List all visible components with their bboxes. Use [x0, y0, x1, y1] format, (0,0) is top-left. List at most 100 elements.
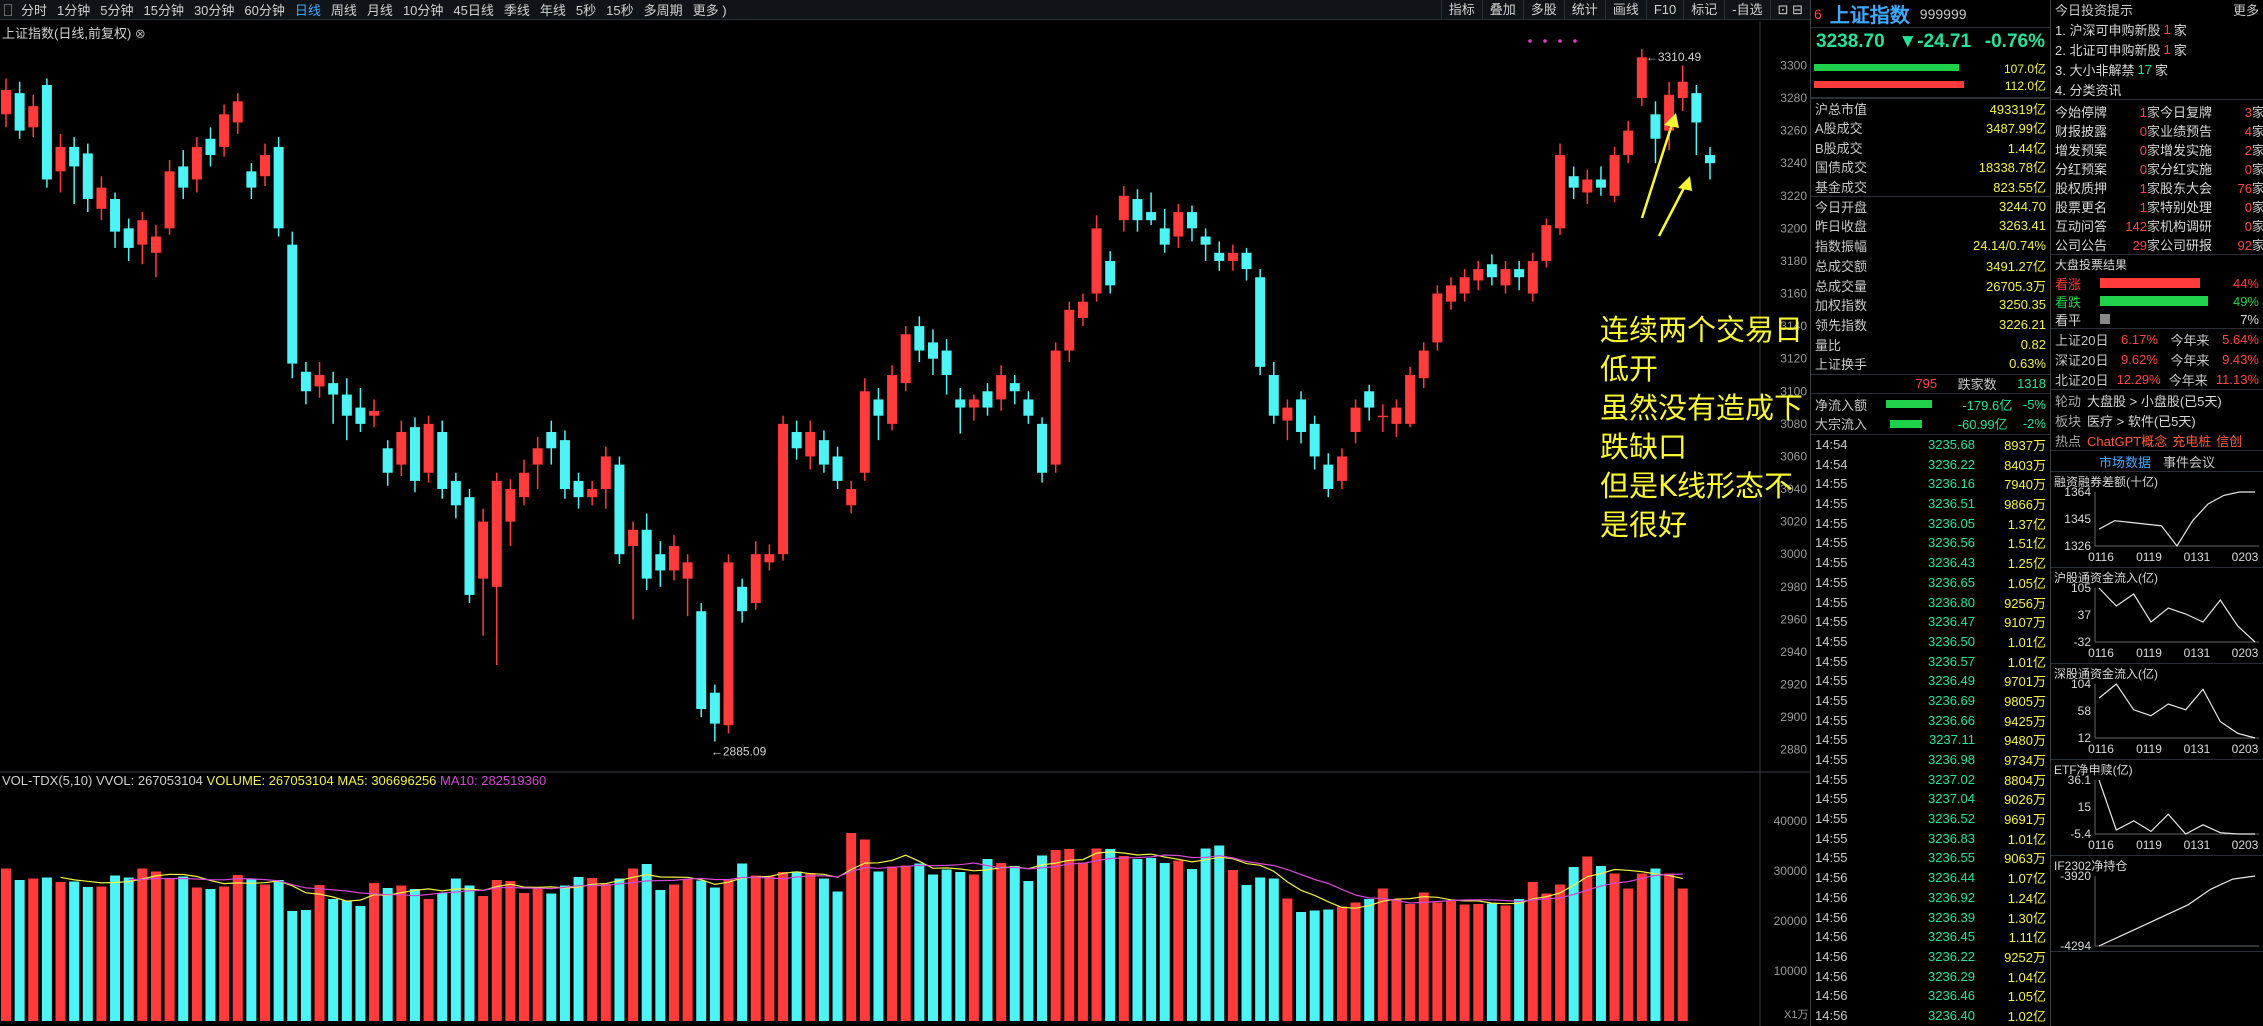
mini-xtick: 0119	[2136, 646, 2162, 660]
candle-79	[1077, 293, 1088, 327]
panel-toggle-icon[interactable]	[4, 3, 12, 16]
vol-bar-113	[1541, 893, 1552, 1021]
mini-chart-4[interactable]: IF2302净持仓 -3920 -4294	[2051, 856, 2263, 953]
toolbar-btn-4[interactable]: 画线	[1604, 0, 1646, 20]
rotation-row-1[interactable]: 板块 医疗 > 软件(已5天)	[2051, 410, 2263, 430]
close-circle-icon[interactable]: ⊗	[134, 26, 146, 41]
toolbar-btn-7[interactable]: -自选	[1724, 0, 1769, 20]
hot-topic-0[interactable]: ChatGPT概念	[2087, 433, 2168, 449]
mini-chart-3[interactable]: ETF净申赎(亿) 36.1 15 -5.4 0116 0119 0131 0203	[2051, 760, 2263, 856]
flow-pct: -5%	[2022, 396, 2046, 412]
mini-chart-1[interactable]: 沪股通资金流入(亿) 105 37 -32 0116 0119 0131 0203	[2051, 568, 2263, 664]
event-row-7[interactable]: 公司公告 29家 公司研报 92家	[2051, 235, 2263, 254]
period-tab-11[interactable]: 季线	[503, 3, 530, 18]
event-row-4[interactable]: 股权质押 1家 股东大会 76家	[2051, 178, 2263, 197]
trade-amount: 1.30亿	[2007, 910, 2046, 926]
vol-bar-27	[369, 883, 380, 1021]
flow-bar	[1890, 419, 1923, 428]
candle-30	[409, 417, 420, 493]
tips-more-link[interactable]: 更多	[2232, 3, 2259, 18]
period-tab-1[interactable]: 1分钟	[57, 3, 91, 18]
candle-105	[1432, 285, 1443, 351]
flow-value: -60.99亿	[1957, 417, 2008, 433]
stat-label: 昨日收盘	[1815, 219, 1868, 235]
window-controls[interactable]: ⊡ ⊟	[1769, 0, 1810, 20]
hot-topic-2[interactable]: 信创	[2216, 433, 2243, 449]
tip-item-3[interactable]: 4. 分类资讯	[2051, 79, 2263, 99]
trade-amount: 9026万	[2004, 792, 2046, 808]
mini-chart-2[interactable]: 深股通资金流入(亿) 104 58 12 0116 0119 0131 0203	[2051, 664, 2263, 760]
vol-bar-67	[914, 863, 925, 1021]
period-tab-13[interactable]: 5秒	[575, 3, 597, 18]
kline-svg[interactable]: 3300 3280 3260 3240 3220 3200 3180 3160 3140 3120…	[0, 21, 1810, 1026]
tip-item-1[interactable]: 2. 北证可申购新股 1 家	[2051, 39, 2263, 59]
perf-row-1: 深证20日 9.62% 今年来 9.43%	[2051, 349, 2263, 369]
period-tab-6[interactable]: 日线	[294, 3, 321, 18]
trade-amount: 1.51亿	[2007, 536, 2046, 552]
vol-bar-65	[887, 866, 898, 1021]
vote-row-0[interactable]: 看涨 44%	[2051, 274, 2263, 292]
ma5-line	[60, 851, 1683, 909]
toolbar-btn-6[interactable]: 标记	[1683, 0, 1724, 20]
price-tick-19: 2920	[1780, 678, 1807, 692]
event-row-5[interactable]: 股票更名 1家 特别处理 0家	[2051, 197, 2263, 216]
trade-price: 3237.11	[1928, 732, 1975, 748]
vol-bar-115	[1568, 867, 1579, 1021]
event-row-0[interactable]: 今始停牌 1家 今日复牌 3家	[2051, 102, 2263, 121]
vol-bar-37	[505, 881, 516, 1021]
trade-price: 3236.05	[1928, 515, 1975, 531]
stat-row-4: 基金成交 823.55亿	[1811, 177, 2050, 197]
tip-unit: 家	[2173, 42, 2187, 58]
period-tab-14[interactable]: 15秒	[606, 3, 634, 18]
period-tab-7[interactable]: 周线	[330, 3, 357, 18]
vol-indicator-name[interactable]: VOL-TDX(5,10)	[2, 773, 93, 788]
trade-amount: 9805万	[2004, 693, 2046, 709]
tip-item-0[interactable]: 1. 沪深可申购新股 1 家	[2051, 19, 2263, 39]
quote-name[interactable]: 上证指数	[1829, 5, 1910, 27]
period-tab-3[interactable]: 15分钟	[143, 3, 184, 18]
tips-title: 今日投资提示	[2055, 3, 2134, 18]
period-tab-8[interactable]: 月线	[366, 3, 393, 18]
tab-market-data[interactable]: 市场数据	[2098, 454, 2151, 470]
period-tab-9[interactable]: 10分钟	[402, 3, 444, 18]
tick-trades-list[interactable]: 14:54 3235.68 8937万 14:54 3236.22 8403万 14:55 3…	[1811, 433, 2050, 1026]
toolbar-btn-1[interactable]: 叠加	[1481, 0, 1523, 20]
tip-item-2[interactable]: 3. 大小非解禁 17 家	[2051, 59, 2263, 79]
period-tab-2[interactable]: 5分钟	[100, 3, 134, 18]
candle-84	[1146, 192, 1157, 226]
price-tick-5: 3200	[1780, 221, 1807, 235]
hot-topic-1[interactable]: 充电桩	[2172, 433, 2212, 449]
toolbar-btn-0[interactable]: 指标	[1440, 0, 1482, 20]
period-tab-5[interactable]: 60分钟	[244, 3, 285, 18]
event-row-1[interactable]: 财报披露 0家 业绩预告 4家	[2051, 121, 2263, 140]
event-row-2[interactable]: 增发预案 0家 增发实施 2家	[2051, 140, 2263, 159]
vote-row-1[interactable]: 看跌 49%	[2051, 292, 2263, 310]
period-tab-12[interactable]: 年线	[539, 3, 566, 18]
period-tab-4[interactable]: 30分钟	[193, 3, 235, 18]
event-row-6[interactable]: 互动问答 142家 机构调研 0家	[2051, 216, 2263, 235]
vol-bar-75	[1023, 881, 1034, 1021]
event-label: 股票更名	[2055, 200, 2108, 215]
vote-row-2[interactable]: 看平 7%	[2051, 310, 2263, 328]
stat-value: 3263.41	[1999, 218, 2046, 234]
toolbar-btn-3[interactable]: 统计	[1563, 0, 1605, 20]
kline-chart-area[interactable]: 3300 3280 3260 3240 3220 3200 3180 3160 3140 3120…	[0, 21, 1810, 1026]
event-row-3[interactable]: 分红预案 0家 分红实施 0家	[2051, 159, 2263, 178]
period-tab-0[interactable]: 分时	[21, 3, 48, 18]
period-tab-10[interactable]: 45日线	[453, 3, 494, 18]
trade-time: 14:56	[1815, 968, 1848, 984]
vote-list[interactable]: 看涨 44% 看跌 49% 看平 7%	[2051, 274, 2263, 328]
rotation-rows: 轮动 大盘股 > 小盘股(已5天) 板块 医疗 > 软件(已5天)	[2051, 389, 2263, 430]
mini-chart-0[interactable]: 融资融券差额(十亿) 1364 1345 1326 0116 0119 0131 0203	[2051, 472, 2263, 568]
rotation-row-0[interactable]: 轮动 大盘股 > 小盘股(已5天)	[2051, 390, 2263, 410]
toolbar-btn-5[interactable]: F10	[1645, 0, 1683, 20]
candle-59	[805, 420, 816, 470]
period-tab-15[interactable]: 多周期	[643, 3, 683, 18]
mini-line	[2098, 875, 2256, 947]
candle-13	[178, 150, 189, 200]
candle-83	[1132, 189, 1143, 232]
period-tab-16[interactable]: 更多 )	[692, 3, 727, 18]
tab-event-meeting[interactable]: 事件会议	[2163, 454, 2216, 470]
toolbar-btn-2[interactable]: 多股	[1522, 0, 1564, 20]
vol-bar-71	[968, 874, 979, 1021]
